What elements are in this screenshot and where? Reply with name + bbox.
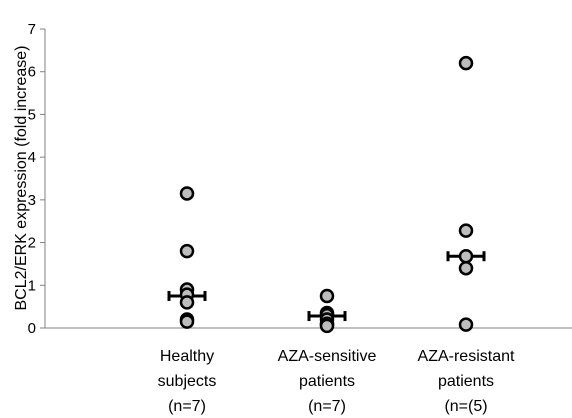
axes bbox=[44, 29, 572, 329]
category-label: subjects bbox=[158, 373, 217, 390]
category-label: (n=(5) bbox=[444, 398, 487, 415]
data-point bbox=[179, 186, 195, 201]
category-label: AZA-resistant bbox=[418, 348, 515, 365]
data-point bbox=[319, 318, 335, 334]
data-point bbox=[458, 55, 474, 71]
y-tick-label: 0 bbox=[28, 320, 36, 337]
data-point bbox=[458, 260, 474, 276]
category-label: patients bbox=[438, 373, 494, 390]
data-point bbox=[458, 223, 474, 238]
category-labels: Healthy subjects (n=7) AZA-sensitive patient… bbox=[158, 348, 515, 415]
y-ticks: 0 1 2 3 4 5 6 7 bbox=[28, 21, 45, 337]
category-label: (n=7) bbox=[168, 398, 206, 415]
y-tick-label: 5 bbox=[28, 106, 36, 123]
y-tick-label: 6 bbox=[28, 64, 36, 81]
category-label: (n=7) bbox=[308, 398, 346, 415]
data-point bbox=[179, 243, 195, 259]
data-point bbox=[319, 288, 335, 304]
data-point bbox=[458, 317, 474, 332]
y-tick-label: 3 bbox=[28, 192, 36, 209]
category-label: patients bbox=[299, 373, 355, 390]
y-tick-label: 4 bbox=[28, 149, 36, 166]
data-point bbox=[458, 248, 474, 264]
category-label: Healthy bbox=[160, 348, 214, 365]
y-tick-label: 2 bbox=[28, 235, 36, 252]
data-point bbox=[179, 295, 195, 310]
y-axis-title: BCL2/ERK expression (fold increase) bbox=[13, 45, 30, 310]
data-point bbox=[179, 314, 195, 329]
data-points bbox=[179, 55, 474, 334]
y-tick-label: 1 bbox=[28, 277, 36, 294]
y-axis-title-group: BCL2/ERK expression (fold increase) bbox=[13, 45, 30, 310]
y-tick-label: 7 bbox=[28, 21, 36, 38]
category-label: AZA-sensitive bbox=[278, 348, 377, 365]
